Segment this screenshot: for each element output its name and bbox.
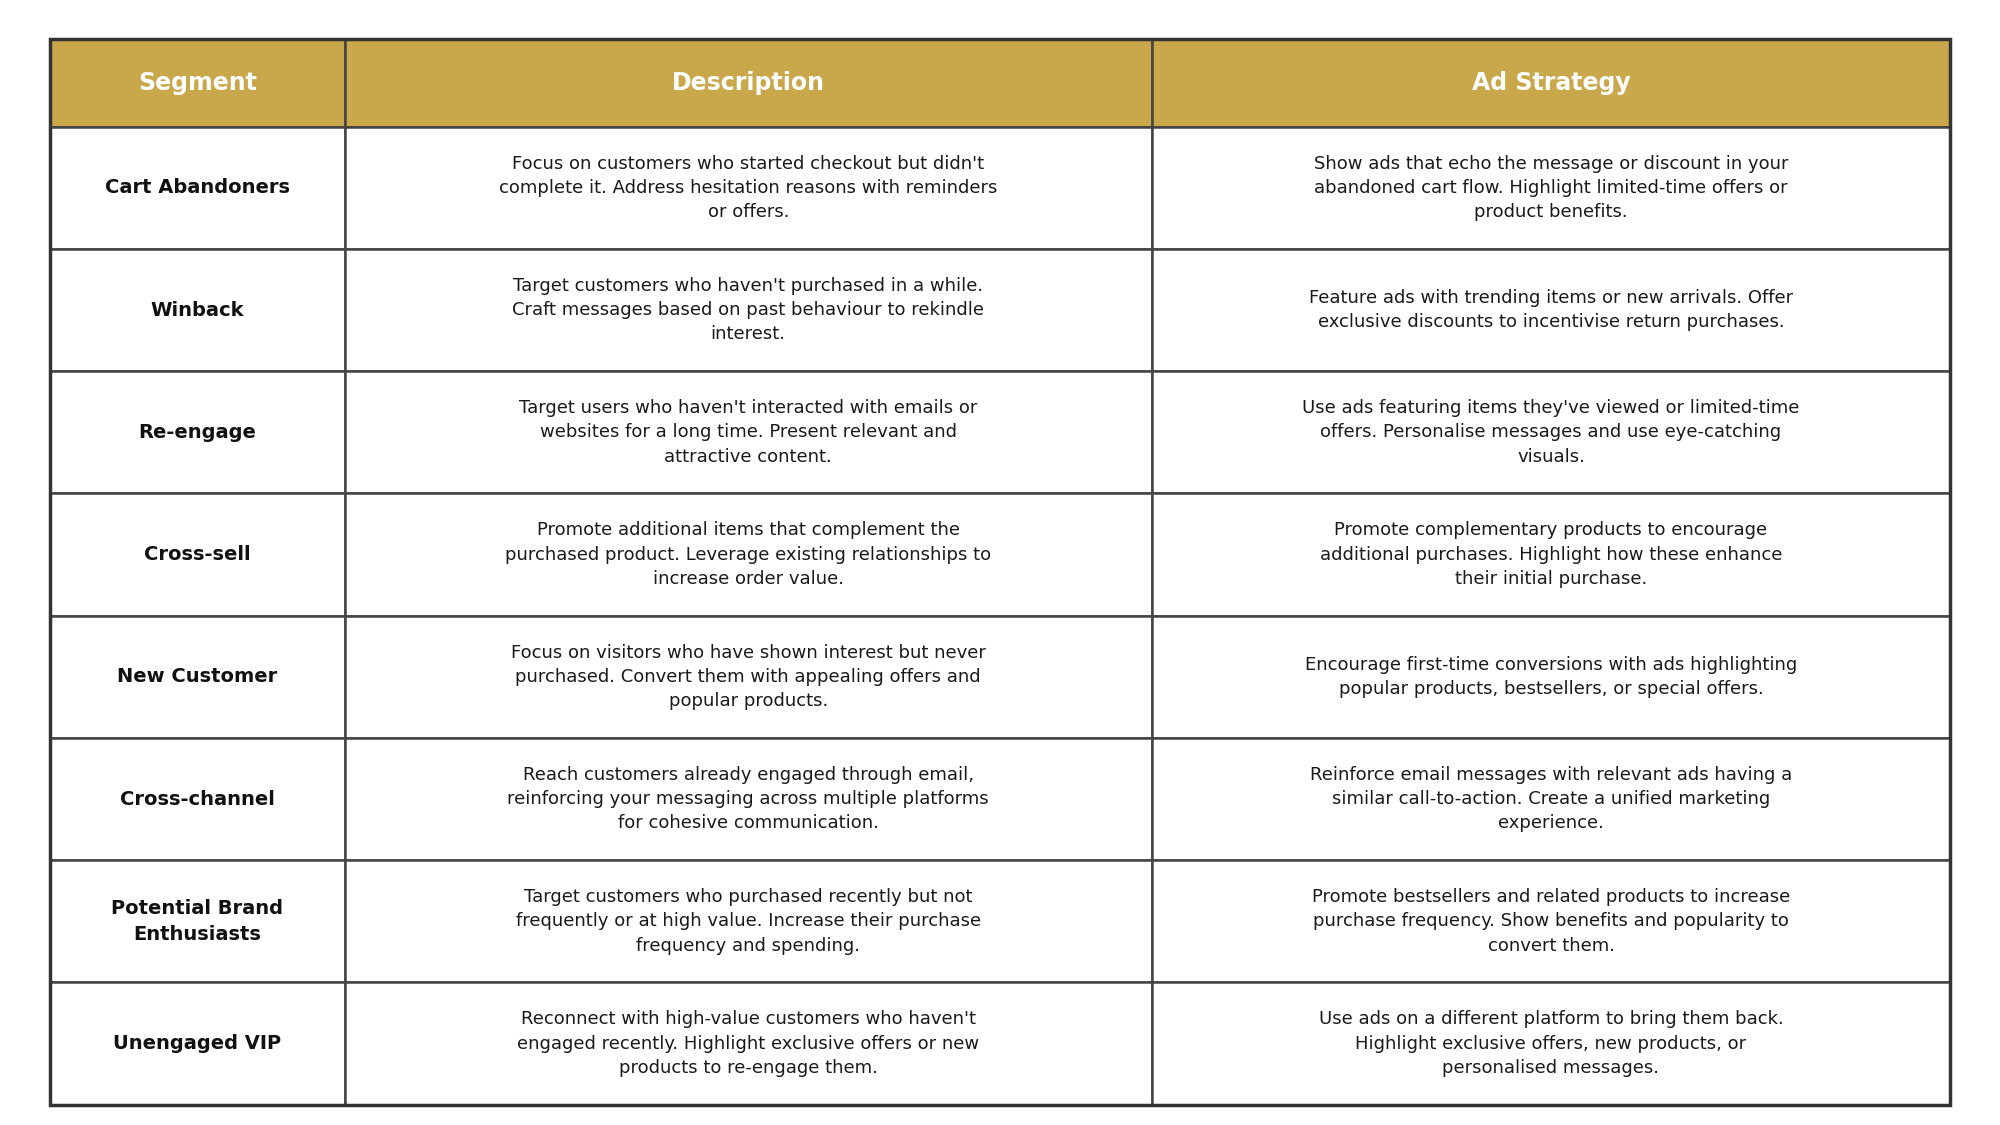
Bar — [344, 249, 1152, 371]
Text: Ad Strategy: Ad Strategy — [1472, 71, 1630, 94]
Bar — [1152, 861, 1950, 982]
Bar — [50, 39, 344, 127]
Bar — [50, 861, 344, 982]
Text: Target users who haven't interacted with emails or
websites for a long time. Pre: Target users who haven't interacted with… — [520, 399, 978, 466]
Bar — [50, 127, 344, 249]
Text: Target customers who haven't purchased in a while.
Craft messages based on past : Target customers who haven't purchased i… — [512, 277, 984, 343]
Bar — [344, 494, 1152, 615]
Text: Feature ads with trending items or new arrivals. Offer
exclusive discounts to in: Feature ads with trending items or new a… — [1308, 289, 1794, 331]
Text: Focus on visitors who have shown interest but never
purchased. Convert them with: Focus on visitors who have shown interes… — [510, 644, 986, 710]
Bar — [1152, 127, 1950, 249]
Text: Use ads on a different platform to bring them back.
Highlight exclusive offers, : Use ads on a different platform to bring… — [1318, 1010, 1784, 1077]
Text: Re-engage: Re-engage — [138, 423, 256, 442]
Text: Encourage first-time conversions with ads highlighting
popular products, bestsel: Encourage first-time conversions with ad… — [1304, 656, 1798, 698]
Text: Target customers who purchased recently but not
frequently or at high value. Inc: Target customers who purchased recently … — [516, 888, 980, 955]
Bar — [1152, 39, 1950, 127]
Text: Potential Brand
Enthusiasts: Potential Brand Enthusiasts — [112, 899, 284, 944]
Bar — [344, 861, 1152, 982]
Text: Focus on customers who started checkout but didn't
complete it. Address hesitati: Focus on customers who started checkout … — [500, 154, 998, 222]
Bar — [344, 127, 1152, 249]
Text: Show ads that echo the message or discount in your
abandoned cart flow. Highligh: Show ads that echo the message or discou… — [1314, 154, 1788, 222]
Bar — [50, 249, 344, 371]
Bar — [344, 738, 1152, 861]
Bar — [1152, 494, 1950, 615]
Text: Use ads featuring items they've viewed or limited-time
offers. Personalise messa: Use ads featuring items they've viewed o… — [1302, 399, 1800, 466]
Text: New Customer: New Customer — [118, 667, 278, 686]
Text: Promote complementary products to encourage
additional purchases. Highlight how : Promote complementary products to encour… — [1320, 521, 1782, 588]
Bar — [50, 615, 344, 738]
Bar — [1152, 738, 1950, 861]
Text: Winback: Winback — [150, 300, 244, 319]
Text: Promote bestsellers and related products to increase
purchase frequency. Show be: Promote bestsellers and related products… — [1312, 888, 1790, 955]
Text: Segment: Segment — [138, 71, 256, 94]
Bar — [1152, 615, 1950, 738]
Bar — [344, 39, 1152, 127]
Bar — [50, 371, 344, 494]
Text: Reach customers already engaged through email,
reinforcing your messaging across: Reach customers already engaged through … — [508, 766, 990, 832]
Bar — [344, 982, 1152, 1105]
Text: Cross-sell: Cross-sell — [144, 546, 250, 564]
Text: Promote additional items that complement the
purchased product. Leverage existin: Promote additional items that complement… — [506, 521, 992, 588]
Bar — [50, 494, 344, 615]
Text: Description: Description — [672, 71, 824, 94]
Bar — [344, 371, 1152, 494]
Text: Reconnect with high-value customers who haven't
engaged recently. Highlight excl: Reconnect with high-value customers who … — [518, 1010, 980, 1077]
Bar — [50, 982, 344, 1105]
Text: Cross-channel: Cross-channel — [120, 790, 274, 809]
Text: Reinforce email messages with relevant ads having a
similar call-to-action. Crea: Reinforce email messages with relevant a… — [1310, 766, 1792, 832]
Bar — [1152, 371, 1950, 494]
Bar — [1152, 249, 1950, 371]
Bar — [1152, 982, 1950, 1105]
Text: Cart Abandoners: Cart Abandoners — [104, 179, 290, 197]
Text: Unengaged VIP: Unengaged VIP — [114, 1034, 282, 1053]
Bar — [344, 615, 1152, 738]
Bar — [50, 738, 344, 861]
